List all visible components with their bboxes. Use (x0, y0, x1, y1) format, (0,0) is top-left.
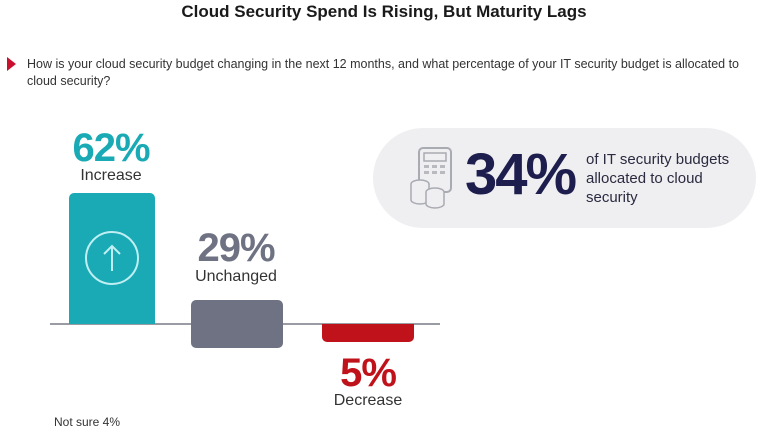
arrow-up-circle-icon (85, 231, 139, 285)
bar-decrease (322, 324, 414, 342)
bar-unchanged (191, 300, 283, 348)
triangle-marker-icon (7, 57, 16, 71)
category-label-increase: Increase (80, 167, 142, 184)
category-label-unchanged: Unchanged (195, 268, 277, 285)
value-label-unchanged: 29% (197, 226, 275, 270)
calculator-coins-icon (410, 147, 452, 209)
value-label-increase: 62% (72, 126, 150, 170)
callout-value: 34% (465, 142, 577, 207)
category-label-decrease: Decrease (333, 392, 403, 409)
callout-text: of IT security budgets allocated to clou… (586, 151, 730, 206)
callout-pill (373, 128, 756, 228)
footnote-not-sure: Not sure 4% (54, 415, 121, 429)
chart-title: Cloud Security Spend Is Rising, But Matu… (181, 2, 587, 21)
value-label-decrease: 5% (340, 351, 397, 395)
survey-question: How is your cloud security budget changi… (27, 57, 739, 88)
bar-increase (69, 193, 155, 324)
